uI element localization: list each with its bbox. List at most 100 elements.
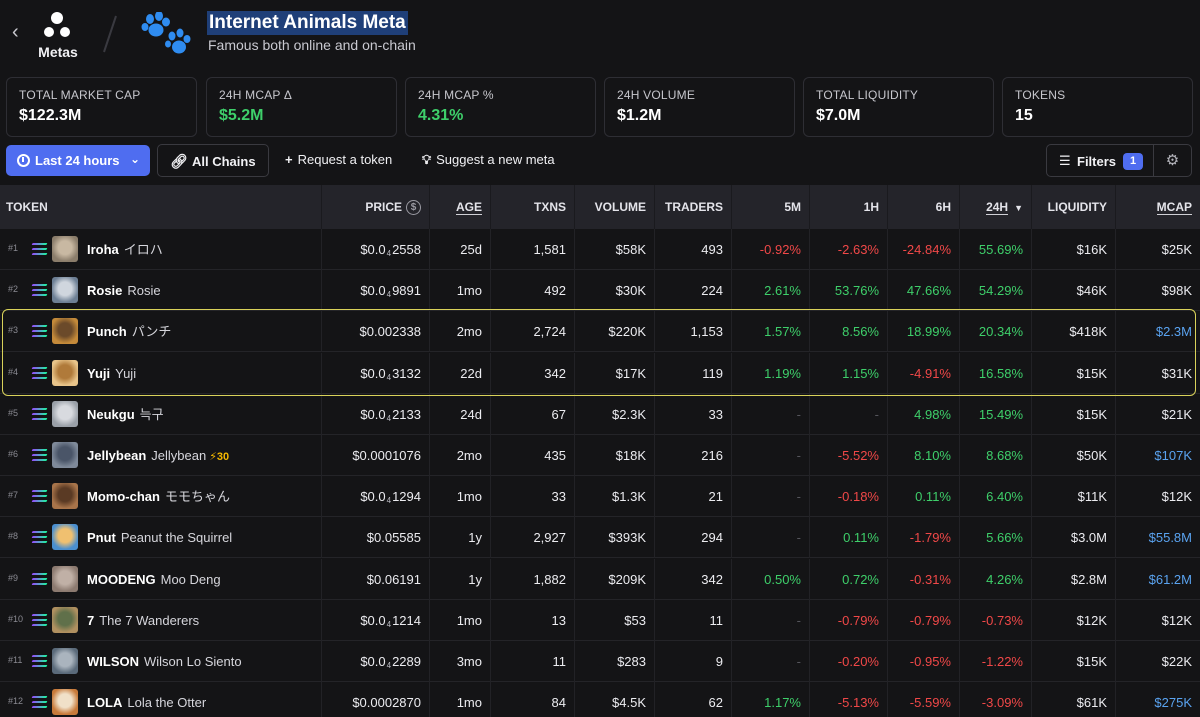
cell-price: $0.06191 — [321, 558, 429, 600]
solana-chain-icon — [31, 366, 48, 379]
column-header-volume[interactable]: VOLUME — [574, 185, 654, 229]
gear-icon[interactable]: ⚙ — [1154, 144, 1192, 177]
token-rank: #2 — [8, 284, 19, 295]
cell-traders: 33 — [654, 393, 731, 435]
token-avatar — [52, 565, 78, 592]
filters-label: Filters — [1077, 154, 1117, 169]
token-rank: #10 — [8, 613, 24, 624]
suggest-meta-label: Suggest a new meta — [436, 152, 555, 167]
cell-age: 1mo — [429, 270, 490, 312]
table-row[interactable]: #3 Punch パンチ $0.002338 2mo 2,724 $220K 1,153 1.5… — [0, 311, 1200, 353]
suggest-meta-link[interactable]: 💡︎ Suggest a new meta — [422, 152, 555, 168]
stat-label: 24H MCAP Δ — [219, 88, 293, 102]
column-header-mcap[interactable]: MCAP — [1115, 185, 1200, 229]
table-row[interactable]: #1 Iroha イロハ $0.042558 25d 1,581 $58K 493 -0.92%… — [0, 229, 1200, 270]
cell-traders: 493 — [654, 229, 731, 270]
token-name: Iroha イロハ — [87, 229, 163, 270]
price-value: $0.0 — [360, 612, 386, 628]
all-chains-button[interactable]: 🔗︎ All Chains — [157, 144, 269, 177]
token-avatar — [52, 606, 78, 633]
cell-liquidity: $15K — [1031, 352, 1115, 394]
cell-liquidity: $46K — [1031, 270, 1115, 312]
table-row[interactable]: #10 7 The 7 Wanderers $0.041214 1mo 13 $53 11- -… — [0, 599, 1200, 641]
table-row[interactable]: #2 Rosie Rosie $0.049891 1mo 492 $30K 224 2.61% 5… — [0, 270, 1200, 312]
table-row[interactable]: #12 LOLA Lola the Otter $0.0002870 1mo 84 $4.5… — [0, 682, 1200, 717]
column-header-5m[interactable]: 5M — [731, 185, 809, 229]
cell-age: 1y — [429, 517, 490, 559]
token-cell: #3 Punch パンチ — [0, 311, 321, 352]
cell-txns: 84 — [490, 682, 574, 717]
table-row[interactable]: #11 WILSON Wilson Lo Siento $0.042289 3mo 11 $… — [0, 641, 1200, 682]
column-header-6h[interactable]: 6H — [887, 185, 959, 229]
token-rank: #8 — [8, 531, 19, 542]
filters-button[interactable]: ☰ Filters 1 — [1046, 144, 1154, 177]
stat-label: 24H VOLUME — [617, 88, 696, 102]
table-row[interactable]: #4 Yuji Yuji $0.043132 22d 342 $17K 119 1.19% 1.1… — [0, 352, 1200, 394]
table-row[interactable]: #6 Jellybean Jellybean ⚡30 $0.0001076 2mo 435 $… — [0, 435, 1200, 476]
token-name: Yuji Yuji — [87, 353, 136, 394]
cell-txns: 492 — [490, 270, 574, 312]
token-full-name: 늑구 — [139, 406, 164, 422]
table-row[interactable]: #5 Neukgu 늑구 $0.042133 24d 67 $2.3K 33- -4.98% 15… — [0, 393, 1200, 435]
time-range-dropdown[interactable]: Last 24 hours ⌄ — [6, 145, 150, 176]
cell-h24: 8.68% — [959, 435, 1031, 476]
column-header-liquidity[interactable]: LIQUIDITY — [1031, 185, 1115, 229]
token-avatar — [52, 359, 78, 386]
cell-mcap: $12K — [1115, 476, 1200, 518]
column-header-age[interactable]: AGE — [429, 185, 490, 229]
cell-h24: -0.73% — [959, 599, 1031, 641]
cell-liquidity: $16K — [1031, 229, 1115, 270]
cell-h24: 16.58% — [959, 352, 1031, 394]
cell-txns: 11 — [490, 641, 574, 682]
mcap-label: MCAP — [1156, 200, 1192, 215]
column-header-traders[interactable]: TRADERS — [654, 185, 731, 229]
stat-value: $7.0M — [816, 107, 861, 124]
price-label: PRICE — [365, 200, 402, 214]
table-row[interactable]: #7 Momo-chan モモちゃん $0.041294 1mo 33 $1.3K 21- -0… — [0, 476, 1200, 518]
cell-m5: 1.17% — [731, 682, 809, 717]
token-cell: #9 MOODENG Moo Deng — [0, 559, 321, 600]
paw-icon — [141, 12, 191, 54]
cell-mcap: $275K — [1115, 682, 1200, 717]
sliders-icon: ☰ — [1059, 153, 1071, 168]
stat-value: $5.2M — [219, 107, 264, 124]
usd-toggle-icon[interactable]: $ — [406, 200, 421, 216]
cell-h6: -0.79% — [887, 599, 959, 641]
price-value: $0.06191 — [366, 571, 421, 587]
table-row[interactable]: #8 Pnut Peanut the Squirrel $0.05585 1y 2,927… — [0, 517, 1200, 559]
cell-volume: $220K — [574, 311, 654, 353]
column-header-txns[interactable]: TXNS — [490, 185, 574, 229]
token-name: Pnut Peanut the Squirrel — [87, 517, 232, 558]
request-token-link[interactable]: + Request a token — [285, 152, 392, 167]
stat-value: 15 — [1015, 107, 1033, 124]
column-header-price[interactable]: PRICE $ — [321, 185, 429, 229]
token-full-name: モモちゃん — [164, 489, 230, 505]
token-name: Neukgu 늑구 — [87, 394, 164, 435]
column-header-24h[interactable]: 24H ▼ — [959, 185, 1031, 229]
cell-traders: 294 — [654, 517, 731, 559]
stat-card-tokens: TOKENS 15 — [1002, 77, 1193, 137]
price-digits: 2289 — [392, 654, 421, 669]
metas-home-button[interactable]: Metas — [32, 6, 84, 62]
token-symbol: Iroha — [87, 242, 119, 257]
token-symbol: LOLA — [87, 695, 123, 711]
token-symbol: Punch — [87, 324, 127, 340]
cell-txns: 342 — [490, 352, 574, 394]
cell-mcap: $98K — [1115, 270, 1200, 312]
token-rank: #7 — [8, 490, 19, 501]
cell-h1: -0.18% — [809, 476, 887, 518]
column-header-1h[interactable]: 1H — [809, 185, 887, 229]
chevron-left-icon[interactable]: ‹ — [12, 21, 19, 43]
price-value: $0.0 — [360, 365, 386, 381]
cell-volume: $209K — [574, 558, 654, 600]
token-avatar — [52, 400, 78, 427]
token-full-name: The 7 Wanderers — [99, 612, 200, 628]
cell-traders: 342 — [654, 558, 731, 600]
column-header-token[interactable]: TOKEN — [6, 200, 48, 214]
token-avatar — [52, 648, 78, 674]
cell-m5: - — [731, 599, 809, 641]
table-row[interactable]: #9 MOODENG Moo Deng $0.06191 1y 1,882 $209K 342… — [0, 558, 1200, 600]
cell-mcap: $2.3M — [1115, 311, 1200, 353]
clock-icon — [17, 154, 30, 167]
cell-volume: $30K — [574, 270, 654, 312]
